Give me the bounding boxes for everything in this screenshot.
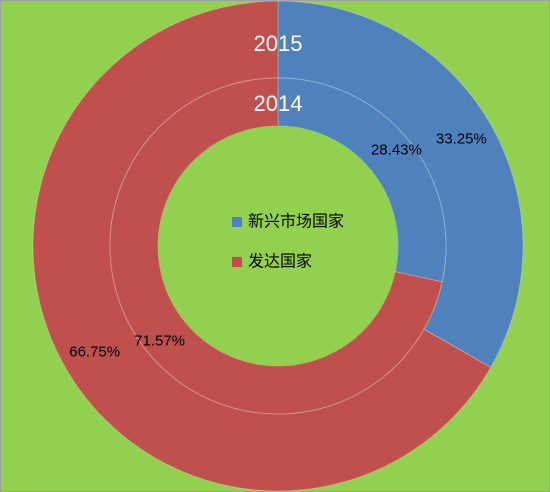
legend-label: 发达国家	[248, 252, 312, 271]
value-label: 66.75%	[69, 343, 120, 360]
ring-name: 2014	[254, 91, 303, 116]
ring-name: 2015	[254, 31, 303, 56]
value-label: 33.25%	[436, 130, 487, 147]
legend-swatch	[232, 257, 242, 267]
donut-hole	[158, 126, 398, 366]
value-label: 71.57%	[134, 332, 185, 349]
legend-swatch	[232, 217, 242, 227]
value-label: 28.43%	[371, 142, 422, 159]
legend-label: 新兴市场国家	[248, 212, 344, 231]
